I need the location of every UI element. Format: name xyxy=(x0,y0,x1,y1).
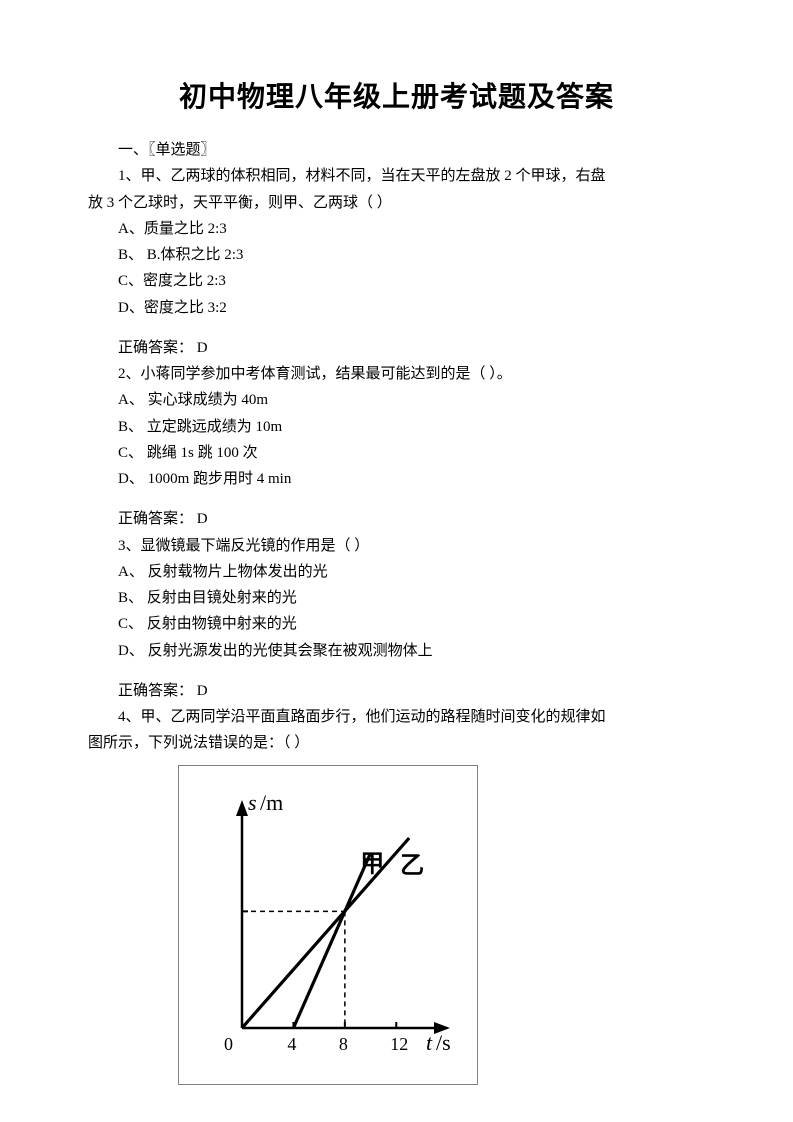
q1-stem-l2: 放 3 个乙球时，天平平衡，则甲、乙两球（ ） xyxy=(88,190,705,216)
svg-text:乙: 乙 xyxy=(400,852,424,879)
section-header: 一、〖单选题〗 xyxy=(88,137,705,163)
svg-text:0: 0 xyxy=(224,1034,233,1054)
q2-opt-d: D、 1000m 跑步用时 4 min xyxy=(88,466,705,492)
svg-text:甲: 甲 xyxy=(360,850,384,877)
q2-opt-a: A、 实心球成绩为 40m xyxy=(88,387,705,413)
svg-text:s: s xyxy=(248,790,257,815)
svg-text:12: 12 xyxy=(390,1034,408,1054)
q4-stem-l2: 图所示，下列说法错误的是：（ ） xyxy=(88,730,705,756)
q4-stem-l1: 4、甲、乙两同学沿平面直路面步行，他们运动的路程随时间变化的规律如 xyxy=(88,704,705,730)
page-title: 初中物理八年级上册考试题及答案 xyxy=(88,75,705,115)
q2-stem: 2、小蒋同学参加中考体育测试，结果最可能达到的是（ ）。 xyxy=(88,361,705,387)
q1-opt-b: B、 B.体积之比 2:3 xyxy=(88,242,705,268)
svg-text:4: 4 xyxy=(287,1034,296,1054)
chart-container: s/m t/s 0 4 8 12 甲乙 xyxy=(178,765,705,1085)
q1-opt-c: C、密度之比 2:3 xyxy=(88,268,705,294)
q3-opt-a: A、 反射载物片上物体发出的光 xyxy=(88,559,705,585)
svg-text:/m: /m xyxy=(260,790,283,815)
q1-stem-l1: 1、甲、乙两球的体积相同，材料不同，当在天平的左盘放 2 个甲球，右盘 xyxy=(88,163,705,189)
q2-answer: 正确答案： D xyxy=(88,506,705,532)
q3-opt-b: B、 反射由目镜处射来的光 xyxy=(88,585,705,611)
distance-time-chart: s/m t/s 0 4 8 12 甲乙 xyxy=(198,780,458,1070)
q3-answer: 正确答案： D xyxy=(88,678,705,704)
chart-border: s/m t/s 0 4 8 12 甲乙 xyxy=(178,765,478,1085)
q3-opt-d: D、 反射光源发出的光使其会聚在被观测物体上 xyxy=(88,638,705,664)
q1-answer: 正确答案： D xyxy=(88,335,705,361)
q3-stem: 3、显微镜最下端反光镜的作用是（ ） xyxy=(88,533,705,559)
svg-text:t: t xyxy=(426,1030,433,1055)
q1-opt-a: A、质量之比 2:3 xyxy=(88,216,705,242)
q2-opt-c: C、 跳绳 1s 跳 100 次 xyxy=(88,440,705,466)
q2-opt-b: B、 立定跳远成绩为 10m xyxy=(88,414,705,440)
svg-text:8: 8 xyxy=(339,1034,348,1054)
svg-text:/s: /s xyxy=(436,1030,451,1055)
q3-opt-c: C、 反射由物镜中射来的光 xyxy=(88,611,705,637)
q1-opt-d: D、密度之比 3:2 xyxy=(88,295,705,321)
